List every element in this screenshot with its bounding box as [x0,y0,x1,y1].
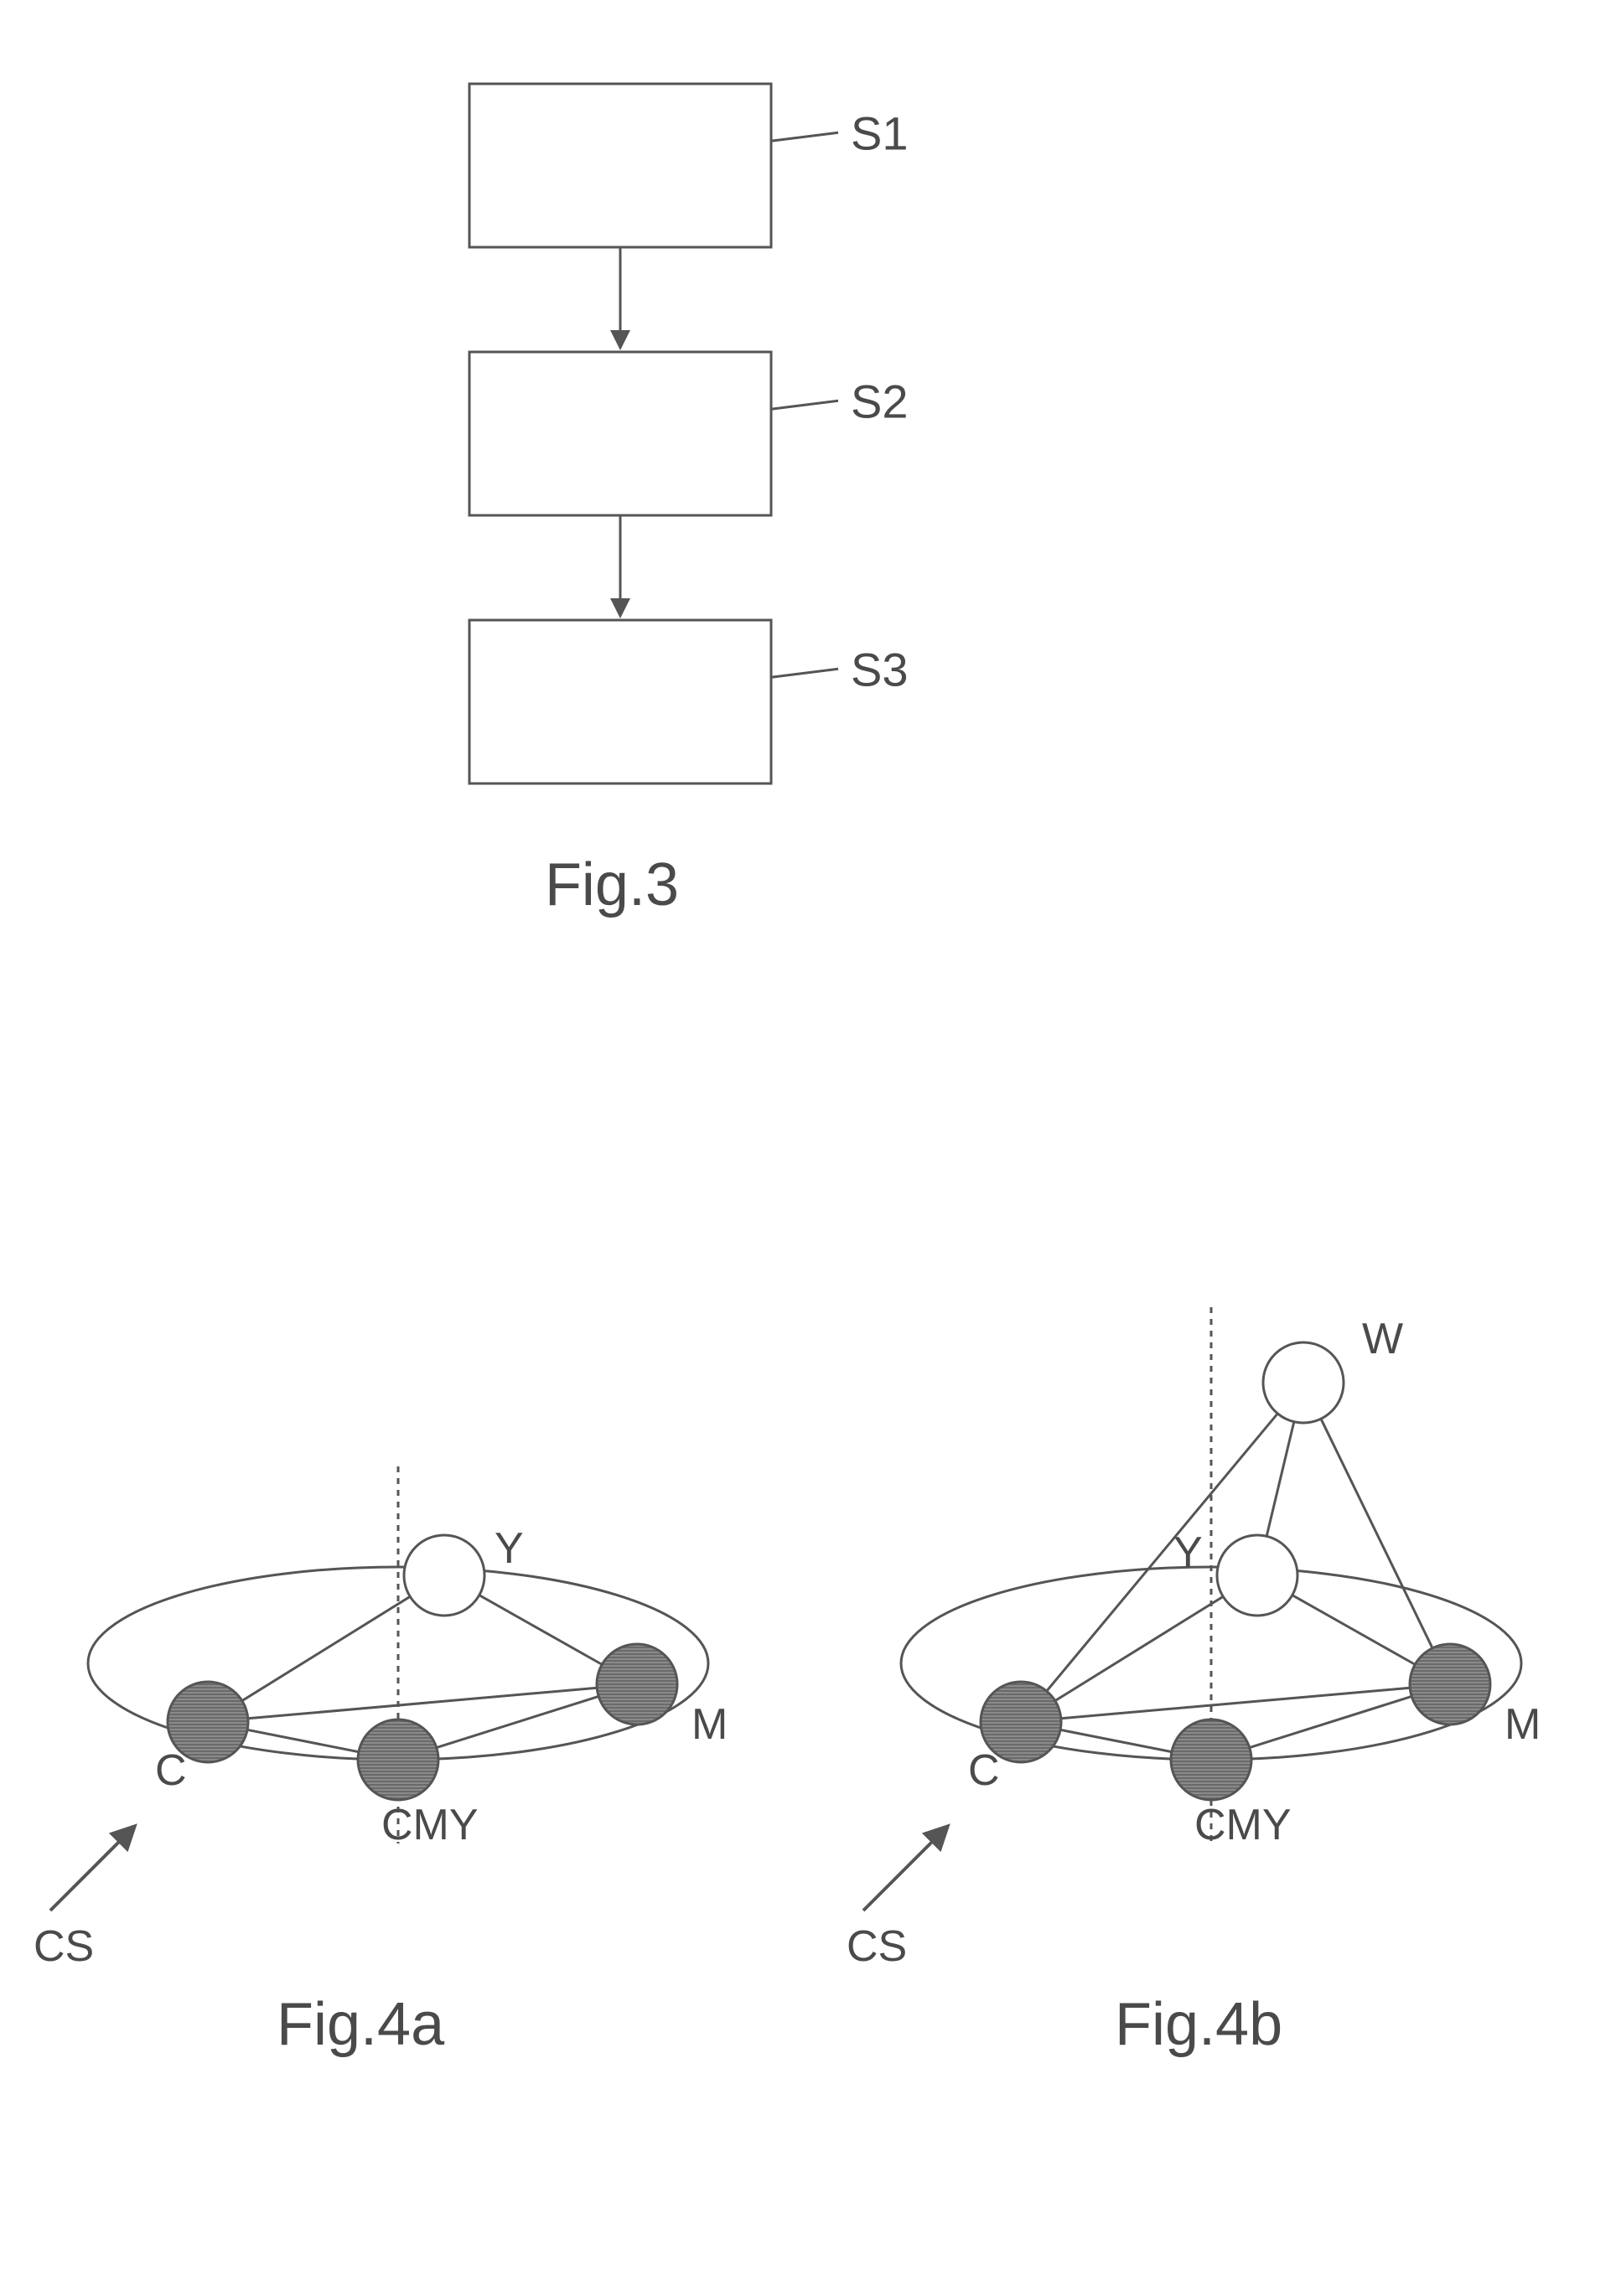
leader-line [771,669,838,677]
edge-C-CMY [247,1730,359,1751]
cs-arrow [50,1827,134,1911]
flow-box-s2 [469,352,771,515]
node-y [1217,1535,1297,1616]
fig4a: Y C M CMY CS Fig.4a [34,1466,728,2058]
edge-M-CMY [1250,1696,1411,1747]
node-label-y: Y [1173,1528,1203,1577]
cs-label: CS [34,1922,94,1971]
node-label-c: C [968,1746,1000,1795]
edge-W-M [1321,1419,1432,1648]
leader-line [771,401,838,409]
edge-Y-M [479,1595,602,1665]
node-m [1410,1644,1490,1725]
flow-label-s1: S1 [851,106,909,159]
fig4a-caption: Fig.4a [277,1991,445,2058]
edge-C-CMY [1060,1730,1172,1751]
node-cmy [358,1719,438,1800]
node-y [404,1535,484,1616]
fig3: S1 S2 S3 Fig.3 [469,84,909,918]
node-m [597,1644,677,1725]
cs-label: CS [847,1922,907,1971]
edge-Y-M [1292,1595,1415,1665]
node-label-c: C [155,1746,187,1795]
node-label-w: W [1362,1315,1403,1363]
leader-line [771,132,838,141]
node-label-cmy: CMY [1194,1801,1292,1849]
cs-arrow [863,1827,947,1911]
node-label-y: Y [495,1524,524,1573]
flow-box-s3 [469,620,771,783]
edge-Y-C [1055,1596,1223,1700]
edge-Y-C [242,1596,410,1700]
flow-label-s3: S3 [851,643,909,696]
node-label-m: M [1505,1700,1541,1749]
fig4b-caption: Fig.4b [1115,1991,1282,2058]
node-cmy [1171,1719,1251,1800]
node-w [1263,1342,1344,1423]
node-label-cmy: CMY [381,1801,479,1849]
node-label-m: M [691,1700,728,1749]
fig4b: W Y C M CMY CS Fig.4b [847,1307,1541,2058]
flow-box-s1 [469,84,771,247]
flow-label-s2: S2 [851,375,909,427]
edge-W-Y [1266,1422,1294,1537]
edge-M-CMY [437,1696,598,1747]
fig3-caption: Fig.3 [545,851,679,918]
